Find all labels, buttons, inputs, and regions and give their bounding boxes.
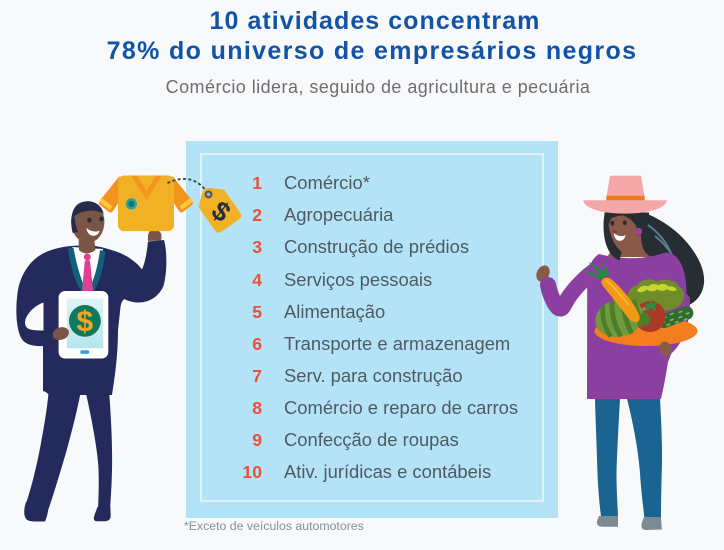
svg-text:$: $ (77, 306, 94, 339)
